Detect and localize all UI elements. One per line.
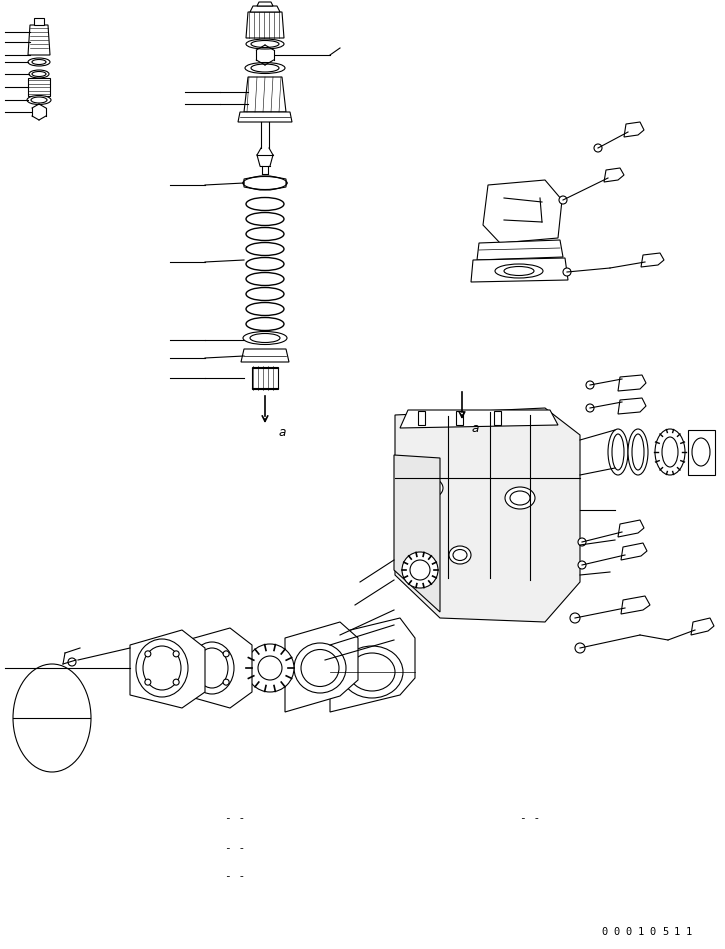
Bar — [252, 367, 278, 389]
Polygon shape — [238, 112, 292, 122]
Bar — [418, 411, 426, 425]
Bar — [494, 411, 502, 425]
Text: 0: 0 — [650, 927, 656, 937]
Polygon shape — [285, 622, 358, 712]
Bar — [457, 411, 463, 425]
Ellipse shape — [628, 429, 648, 475]
Text: a: a — [279, 425, 286, 438]
Polygon shape — [244, 77, 286, 112]
Text: 1: 1 — [638, 927, 644, 937]
Ellipse shape — [136, 639, 188, 697]
Ellipse shape — [27, 96, 51, 104]
Polygon shape — [477, 240, 563, 260]
Circle shape — [586, 404, 594, 412]
Polygon shape — [34, 18, 44, 25]
Ellipse shape — [505, 487, 535, 509]
Polygon shape — [244, 176, 286, 190]
Polygon shape — [28, 25, 50, 55]
Ellipse shape — [417, 478, 443, 498]
Text: - -: - - — [225, 871, 245, 881]
Polygon shape — [241, 349, 289, 362]
Ellipse shape — [243, 331, 287, 344]
Polygon shape — [618, 398, 646, 414]
Circle shape — [195, 679, 201, 685]
Text: - -: - - — [225, 843, 245, 853]
Polygon shape — [621, 596, 650, 614]
Ellipse shape — [294, 643, 346, 693]
Circle shape — [410, 560, 430, 580]
Circle shape — [258, 656, 282, 680]
Text: 1: 1 — [674, 927, 680, 937]
Circle shape — [594, 144, 602, 152]
Polygon shape — [180, 628, 252, 708]
Text: 5: 5 — [662, 927, 668, 937]
Circle shape — [173, 679, 179, 685]
Bar — [28, 78, 50, 96]
Ellipse shape — [402, 552, 438, 588]
Ellipse shape — [341, 646, 403, 698]
Polygon shape — [395, 408, 580, 622]
Circle shape — [559, 196, 567, 204]
Ellipse shape — [655, 429, 685, 475]
Ellipse shape — [215, 643, 241, 693]
Text: a: a — [472, 421, 479, 435]
Circle shape — [575, 643, 585, 653]
Ellipse shape — [246, 644, 294, 692]
Polygon shape — [330, 618, 415, 712]
Ellipse shape — [449, 546, 471, 564]
Polygon shape — [400, 410, 558, 428]
Ellipse shape — [245, 63, 285, 73]
Polygon shape — [483, 180, 562, 243]
Text: 0: 0 — [626, 927, 632, 937]
Polygon shape — [471, 258, 568, 282]
Circle shape — [145, 651, 151, 657]
Text: 0: 0 — [602, 927, 608, 937]
Circle shape — [570, 613, 580, 623]
Circle shape — [586, 381, 594, 389]
Text: - -: - - — [225, 813, 245, 823]
Polygon shape — [618, 375, 646, 391]
Ellipse shape — [28, 58, 50, 66]
Circle shape — [578, 561, 586, 569]
Polygon shape — [641, 253, 664, 267]
Text: 0: 0 — [614, 927, 620, 937]
Ellipse shape — [246, 39, 284, 49]
Polygon shape — [621, 543, 647, 560]
Polygon shape — [604, 168, 624, 182]
Circle shape — [563, 268, 571, 276]
Polygon shape — [394, 455, 440, 612]
Circle shape — [223, 651, 229, 657]
Circle shape — [578, 538, 586, 546]
Polygon shape — [246, 12, 284, 38]
Circle shape — [173, 651, 179, 657]
Polygon shape — [250, 6, 280, 12]
Circle shape — [195, 651, 201, 657]
Ellipse shape — [243, 177, 287, 190]
Ellipse shape — [190, 642, 234, 694]
Polygon shape — [618, 520, 644, 537]
Circle shape — [223, 679, 229, 685]
Polygon shape — [688, 430, 715, 475]
Text: - -: - - — [520, 813, 540, 823]
Polygon shape — [691, 618, 714, 635]
Polygon shape — [624, 122, 644, 137]
Polygon shape — [257, 2, 273, 6]
Circle shape — [145, 679, 151, 685]
Circle shape — [68, 658, 76, 666]
Polygon shape — [130, 630, 205, 708]
Text: 1: 1 — [686, 927, 692, 937]
Ellipse shape — [608, 429, 628, 475]
